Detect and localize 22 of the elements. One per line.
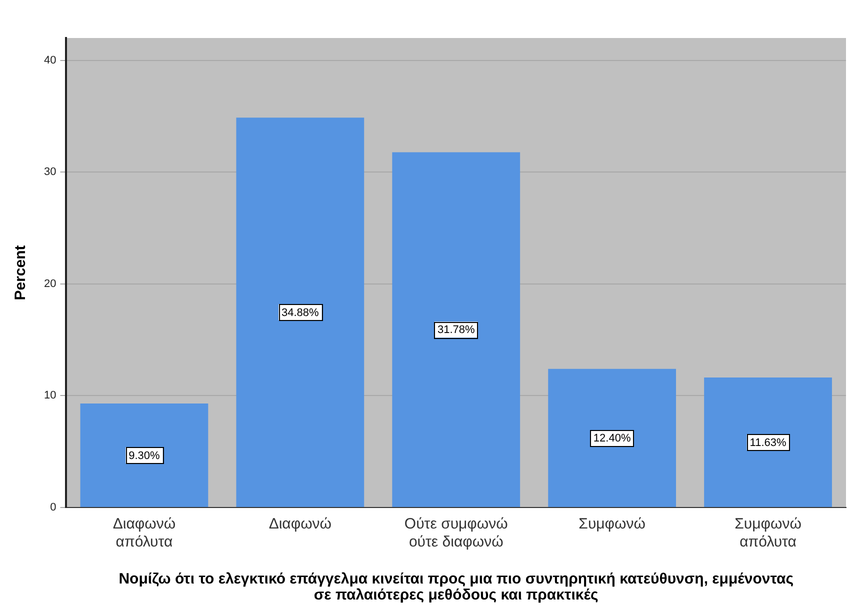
x-tick-label: Διαφωνώ [268,516,332,533]
data-label: 9.30% [128,450,160,462]
bar [704,377,832,507]
data-label: 31.78% [437,324,475,336]
y-tick-label: 20 [44,278,56,290]
data-label: 34.88% [282,306,320,319]
y-axis-title: Percent [12,245,30,300]
bar [392,152,520,507]
y-tick-label: 40 [44,54,56,66]
x-tick-label: Ούτε συμφωνώ ούτε διαφωνώ [404,516,508,551]
y-tick-label: 10 [44,390,56,402]
bar [80,404,208,507]
bar [236,118,364,507]
data-label: 11.63% [750,436,786,449]
x-tick-label: Συμφωνώ [578,516,646,533]
y-tick-label: 30 [44,166,56,178]
x-axis-title: Νομίζω ότι το ελεγκτικό επάγγελμα κινείται προς μια πιο συντηρητική κατεύθυνση, εμμένοντας σε παλαιότερες μεθόδους και πρακτικές [118,570,794,604]
x-tick-label: Συμφωνώ απόλυτα [734,516,802,551]
x-tick-label: Διαφωνώ απόλυτα [112,516,176,551]
data-label: 12.40% [593,432,631,444]
bar [548,368,676,507]
y-tick-label: 0 [50,502,56,514]
